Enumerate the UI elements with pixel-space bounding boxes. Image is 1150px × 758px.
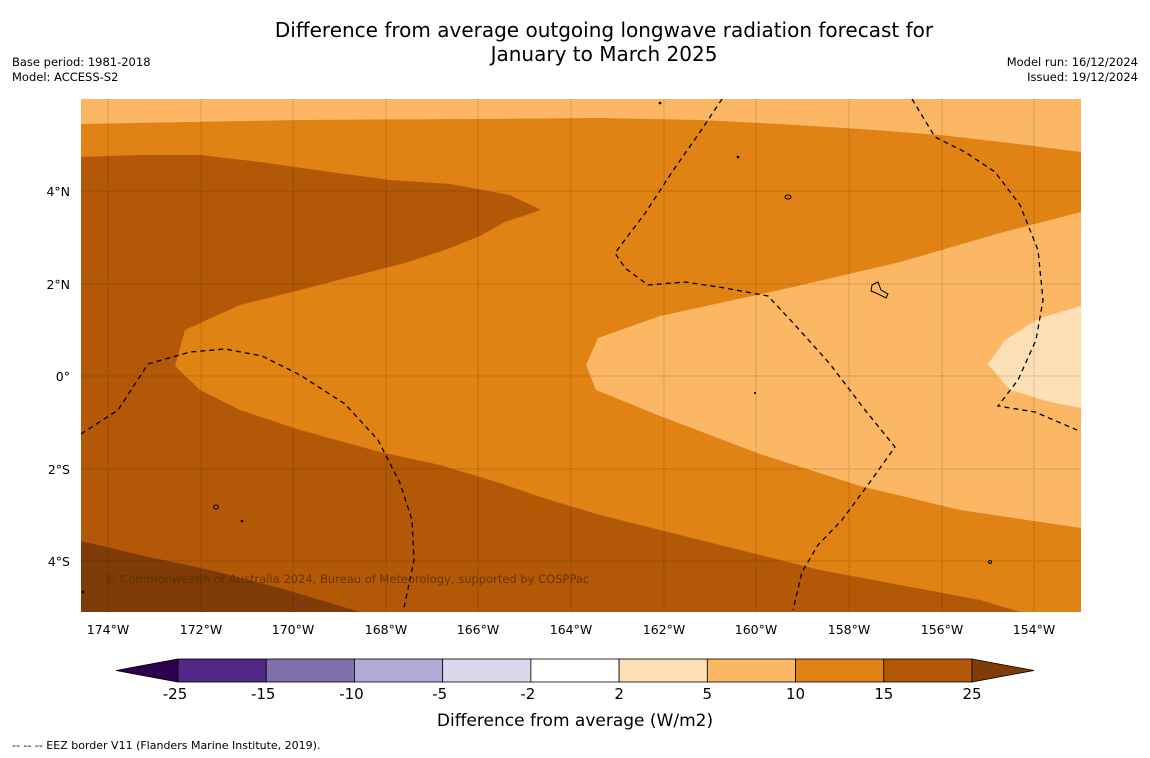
lon-label: 174°W <box>87 622 129 637</box>
lon-label: 170°W <box>272 622 314 637</box>
lon-label: 166°W <box>457 622 499 637</box>
lat-label: 4°S <box>48 554 70 569</box>
island-dot-3 <box>753 391 757 395</box>
model-name: Model: ACCESS-S2 <box>12 70 119 84</box>
colorbar-tick-label: -15 <box>251 685 276 703</box>
lat-label: 0° <box>56 369 70 384</box>
chart-title: Difference from average outgoing longwav… <box>0 18 1150 66</box>
island-dot-6 <box>81 590 85 594</box>
colorbar-tick-label: -10 <box>339 685 364 703</box>
lon-label: 172°W <box>180 622 222 637</box>
band-5-10-north <box>81 99 1081 152</box>
colorbar-extend-high <box>971 658 1035 683</box>
island-fanning <box>784 194 792 200</box>
colorbar-tick-label: 15 <box>874 685 893 703</box>
colorbar-tick-label: 25 <box>962 685 981 703</box>
lon-label: 154°W <box>1013 622 1055 637</box>
colorbar-cell <box>795 658 885 683</box>
colorbar-cell <box>530 658 620 683</box>
longitude-labels: 174°W 172°W 170°W 168°W 166°W 164°W 162°… <box>87 622 1055 637</box>
colorbar-cell <box>442 658 532 683</box>
colorbar-tick-label: 2 <box>614 685 624 703</box>
meta-right: Model run: 16/12/2024 Issued: 19/12/2024 <box>1007 55 1138 85</box>
eez-border-east <box>911 99 1078 431</box>
title-line-1: Difference from average outgoing longwav… <box>274 18 934 42</box>
band-15-25-north <box>81 155 1020 612</box>
model-run: Model run: 16/12/2024 <box>1006 55 1138 69</box>
lon-label: 160°W <box>735 622 777 637</box>
colorbar-cell <box>265 658 355 683</box>
latitude-labels: 4°N 2°N 0° 2°S 4°S <box>46 184 70 569</box>
islands <box>81 101 992 594</box>
lat-label: 2°N <box>46 277 70 292</box>
colorbar-tick-label: 5 <box>703 685 713 703</box>
band-5-10-central <box>586 212 1081 528</box>
gridlines <box>81 99 1081 612</box>
colorbar-cell <box>706 658 796 683</box>
island-dot-4 <box>240 519 244 523</box>
lon-label: 156°W <box>921 622 963 637</box>
lat-label: 2°S <box>48 462 70 477</box>
copyright-text: © Commonwealth of Australia 2024, Bureau… <box>105 572 589 586</box>
colorbar-extend-low <box>115 658 179 683</box>
base-period: Base period: 1981-2018 <box>12 55 151 69</box>
colorbar-tick-label: -5 <box>432 685 447 703</box>
lat-label: 4°N <box>46 184 70 199</box>
colorbar-tick-label: 10 <box>786 685 805 703</box>
island-small-sw <box>213 504 219 510</box>
colorbar-cell <box>618 658 708 683</box>
colorbar-cell <box>883 658 973 683</box>
meta-left: Base period: 1981-2018 Model: ACCESS-S2 <box>12 55 151 85</box>
island-dot-1 <box>658 101 662 105</box>
colorbar-cells <box>177 658 973 683</box>
island-dot-5 <box>988 560 992 564</box>
lon-label: 158°W <box>828 622 870 637</box>
colorbar-cell <box>177 658 267 683</box>
lon-label: 164°W <box>550 622 592 637</box>
band-above-25 <box>81 541 360 612</box>
colorbar: -25 -15 -10 -5 -2 2 5 10 15 25 Difference from av… <box>115 658 1035 731</box>
map-plot: © Commonwealth of Australia 2024, Bureau… <box>81 99 1081 612</box>
colorbar-tick-label: -2 <box>520 685 535 703</box>
colorbar-cell <box>354 658 444 683</box>
lon-label: 162°W <box>643 622 685 637</box>
colorbar-tick-label: -25 <box>163 685 188 703</box>
issued-date: Issued: 19/12/2024 <box>1027 70 1138 84</box>
colorbar-ticks: -25 -15 -10 -5 -2 2 5 10 15 25 <box>163 685 982 703</box>
eez-legend: -- -- -- EEZ border V11 (Flanders Marine… <box>12 739 321 752</box>
eez-border-kiribati-line <box>614 99 896 611</box>
island-dot-2 <box>736 155 740 159</box>
eez-borders <box>81 99 1078 611</box>
title-line-2: January to March 2025 <box>490 42 718 66</box>
lon-label: 168°W <box>365 622 407 637</box>
band-2-5 <box>988 306 1081 408</box>
eez-border-kiribati-west <box>81 348 415 609</box>
colorbar-label: Difference from average (W/m2) <box>437 711 713 731</box>
island-kiritimati <box>870 281 889 299</box>
